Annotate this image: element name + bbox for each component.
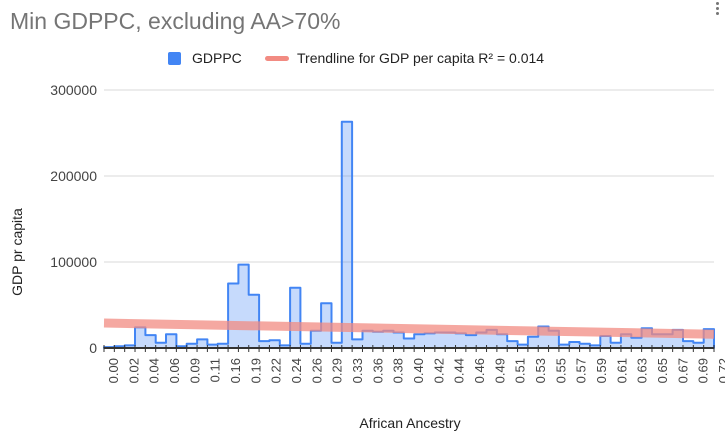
more-vert-icon[interactable] — [712, 0, 722, 22]
x-tick-label: 0.40 — [411, 358, 426, 383]
y-tick-label: 100000 — [50, 254, 97, 270]
x-axis — [103, 345, 715, 352]
x-tick-label: 0.69 — [696, 358, 711, 383]
x-tick-label: 0.51 — [513, 358, 528, 383]
x-axis-ticks: 0.00 0.02 0.04 0.06 0.09 0.11 0.16 0.19 0.22 0.24… — [106, 358, 725, 383]
x-tick-label: 0.24 — [289, 358, 304, 383]
x-tick-label: 0.36 — [370, 358, 385, 383]
legend-swatch-trendline — [265, 55, 289, 61]
legend-item-gdppc: GDPPC — [168, 50, 242, 66]
x-tick-label: 0.22 — [269, 358, 284, 383]
legend: GDPPC Trendline for GDP per capita R² = … — [0, 50, 725, 72]
legend-swatch-gdppc — [168, 51, 181, 65]
y-tick-label: 200000 — [50, 168, 97, 184]
x-tick-label: 0.16 — [228, 358, 243, 383]
gridlines — [104, 89, 714, 263]
y-axis-ticks: 0 100000 200000 300000 — [50, 82, 97, 356]
chart-title: Min GDPPC, excluding AA>70% — [10, 8, 341, 34]
x-tick-label: 0.33 — [350, 358, 365, 383]
gdppc-area — [103, 120, 715, 349]
x-tick-label: 0.61 — [614, 358, 629, 383]
x-tick-label: 0.57 — [574, 358, 589, 383]
x-tick-label: 0.06 — [167, 358, 182, 383]
x-tick-label: 0.00 — [106, 358, 121, 383]
x-tick-label: 0.11 — [208, 358, 223, 382]
x-tick-label: 0.29 — [330, 358, 345, 383]
x-tick-label: 0.55 — [553, 358, 568, 383]
x-tick-label: 0.72 — [716, 358, 725, 383]
x-tick-label: 0.26 — [309, 358, 324, 383]
x-tick-label: 0.63 — [635, 358, 650, 383]
y-tick-label: 0 — [89, 340, 97, 356]
legend-label-gdppc: GDPPC — [192, 50, 242, 66]
x-tick-label: 0.59 — [594, 358, 609, 383]
x-tick-label: 0.42 — [431, 358, 446, 383]
x-tick-label: 0.46 — [472, 358, 487, 383]
x-tick-label: 0.19 — [248, 358, 263, 383]
trendline-series — [103, 318, 715, 339]
x-tick-label: 0.65 — [655, 358, 670, 383]
x-tick-label: 0.67 — [675, 358, 690, 383]
x-tick-label: 0.09 — [187, 358, 202, 383]
y-axis-label: GDP pr capita — [9, 208, 25, 296]
y-tick-label: 300000 — [50, 82, 97, 98]
x-axis-label: African Ancestry — [359, 415, 460, 431]
trendline — [103, 318, 715, 339]
legend-item-trendline: Trendline for GDP per capita R² = 0.014 — [265, 50, 544, 66]
x-tick-label: 0.53 — [533, 358, 548, 383]
x-tick-label: 0.38 — [391, 358, 406, 383]
x-tick-label: 0.04 — [147, 358, 162, 383]
legend-label-trendline: Trendline for GDP per capita R² = 0.014 — [297, 50, 545, 66]
x-tick-label: 0.44 — [452, 358, 467, 383]
x-tick-label: 0.49 — [492, 358, 507, 383]
gdppc-series — [103, 120, 715, 349]
x-tick-label: 0.02 — [126, 358, 141, 383]
